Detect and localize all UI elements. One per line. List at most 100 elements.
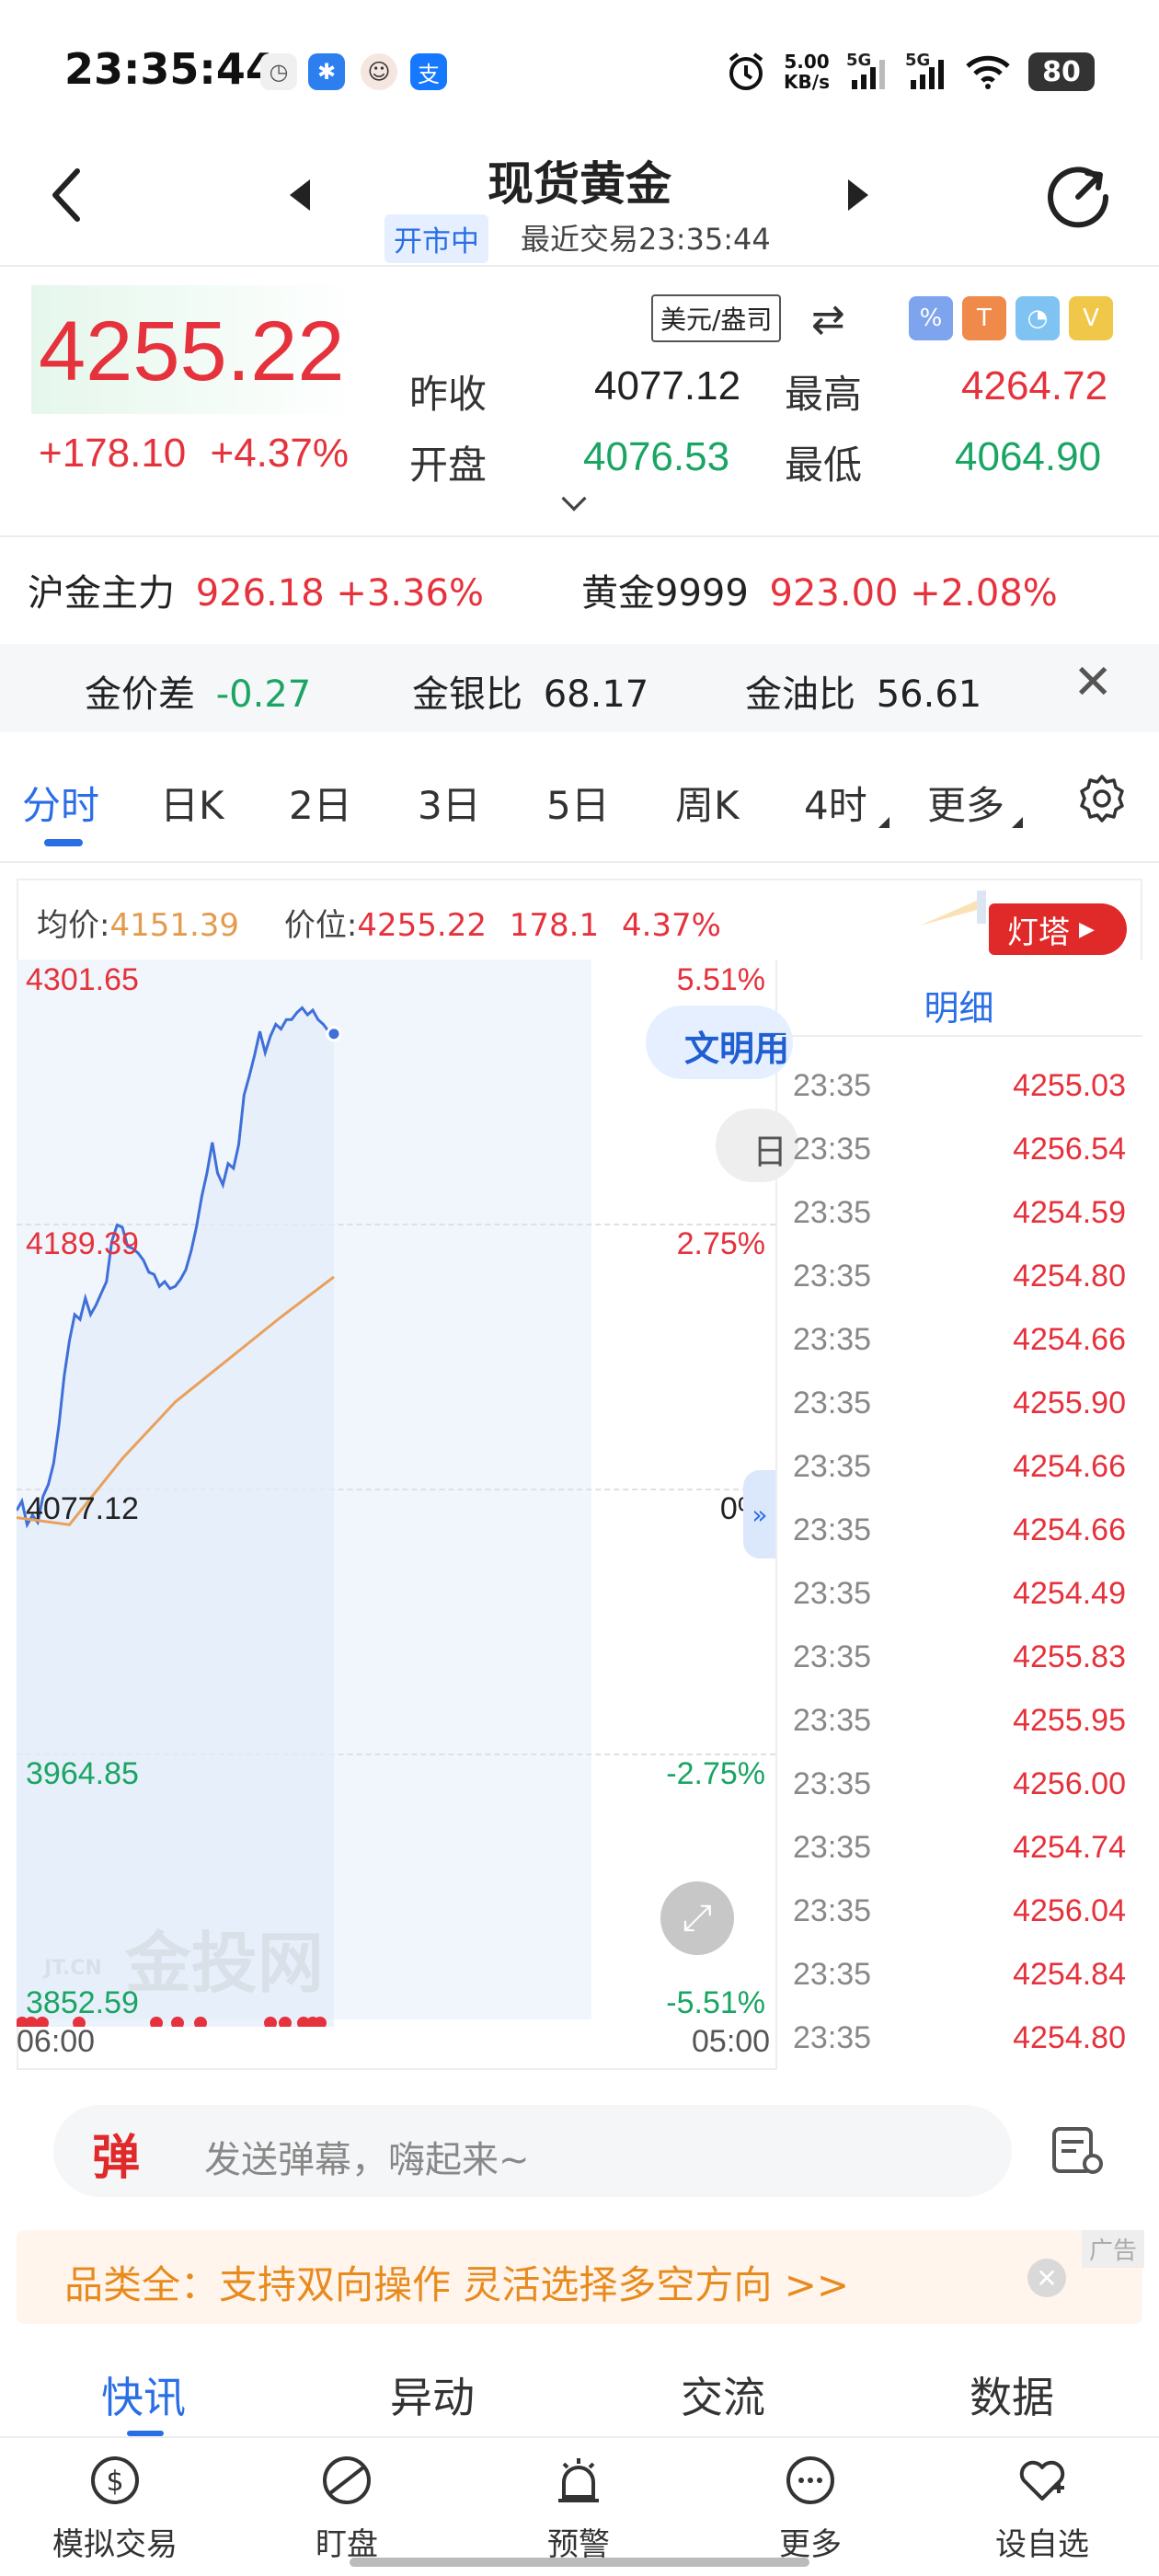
tab-daily-k[interactable]: 日K	[160, 783, 224, 828]
lighthouse-button[interactable]: 灯塔 ▶	[989, 903, 1127, 955]
ratio-label: 金油比	[745, 673, 855, 716]
y-tick-right: -2.75%	[666, 1756, 765, 1791]
event-marker[interactable]	[36, 2017, 49, 2027]
promo-bubble[interactable]: 文明用	[646, 1006, 793, 1079]
clock-app-icon: ◷	[260, 53, 297, 90]
x-tick-end: 05:00	[692, 2024, 771, 2059]
tick-row: 23:35 4256.54	[793, 1118, 1126, 1181]
expand-chevron-icon[interactable]	[561, 486, 587, 512]
y-tick-left: 4301.65	[26, 962, 139, 997]
y-tick-left: 4077.12	[26, 1491, 139, 1526]
tick-price: 4254.74	[1013, 1830, 1126, 1865]
back-icon[interactable]	[44, 166, 90, 224]
gear-icon[interactable]	[1074, 771, 1130, 826]
gridline	[17, 1489, 775, 1490]
tick-row: 23:35 4255.03	[793, 1054, 1126, 1118]
tick-time: 23:35	[793, 1512, 872, 1547]
tick-price: 4254.84	[1013, 1957, 1126, 1992]
swap-icon[interactable]: ⇄	[811, 296, 845, 343]
event-marker[interactable]	[171, 2017, 184, 2027]
intraday-chart[interactable]	[17, 960, 605, 2027]
tab-more[interactable]: 更多	[927, 783, 1005, 828]
ad-text[interactable]: 品类全：支持双向操作 灵活选择多空方向 >>	[64, 2262, 850, 2307]
event-marker[interactable]	[73, 2017, 86, 2027]
tab-data[interactable]: 数据	[970, 2373, 1054, 2422]
ratio-gold-oil: 金油比 56.61	[745, 664, 981, 718]
next-instrument-button[interactable]	[848, 179, 868, 211]
tab-intraday[interactable]: 分时	[22, 783, 100, 828]
tool-icon[interactable]: T	[962, 296, 1006, 340]
tick-time: 23:35	[793, 1576, 872, 1611]
related-quote-gold9999[interactable]: 黄金9999 923.00 +2.08%	[581, 563, 1058, 616]
y-tick-left: 3964.85	[26, 1756, 139, 1791]
event-marker[interactable]	[150, 2017, 163, 2027]
tick-row: 23:35 4256.04	[793, 1880, 1126, 1943]
danmaku-input-bar[interactable]	[53, 2105, 1012, 2197]
home-indicator[interactable]	[350, 2558, 809, 2567]
nav-add-favorite[interactable]: 设自选	[950, 2447, 1134, 2567]
tab-5day[interactable]: 5日	[546, 783, 610, 828]
event-marker[interactable]	[25, 2017, 38, 2027]
calculator-tool-icon[interactable]: %	[909, 296, 953, 340]
ratio-value: 68.17	[543, 673, 649, 716]
tab-weekly-k[interactable]: 周K	[675, 783, 740, 828]
tab-2day[interactable]: 2日	[289, 783, 352, 828]
tick-time: 23:35	[793, 1259, 872, 1294]
price-highlight	[31, 285, 358, 414]
lighthouse-label: 灯塔	[1007, 914, 1070, 951]
ratio-bar	[0, 644, 1159, 732]
nav-label: 模拟交易	[52, 2526, 178, 2563]
tab-anomaly[interactable]: 异动	[390, 2373, 475, 2422]
tick-time: 23:35	[793, 1703, 872, 1738]
event-marker[interactable]	[264, 2017, 277, 2027]
tick-row: 23:35 4254.66	[793, 1435, 1126, 1499]
fullscreen-icon[interactable]: ⤢	[660, 1881, 734, 1955]
unit-selector[interactable]: 美元/盎司	[651, 294, 782, 342]
simulated-trade-icon: $	[91, 2456, 139, 2504]
event-marker[interactable]	[279, 2017, 292, 2027]
danmaku-input[interactable]: 发送弹幕，嗨起来~	[204, 2139, 530, 2181]
ratio-label: 金银比	[412, 673, 522, 716]
close-icon[interactable]: ✕	[1027, 2259, 1066, 2297]
open-value: 4076.53	[583, 434, 730, 479]
tick-time: 23:35	[793, 1830, 872, 1865]
gridline	[17, 1754, 775, 1755]
related-quote-shfe-gold[interactable]: 沪金主力 926.18 +3.36%	[28, 563, 484, 616]
collapse-panel-icon[interactable]: »	[743, 1470, 776, 1558]
danmaku-settings-icon[interactable]	[1049, 2123, 1107, 2179]
prev-instrument-button[interactable]	[290, 179, 310, 211]
tab-discussion[interactable]: 交流	[681, 2373, 765, 2422]
refresh-icon[interactable]	[1041, 158, 1115, 232]
tick-price: 4255.03	[1013, 1068, 1126, 1103]
status-time: 23:35:44	[64, 44, 275, 94]
tick-time: 23:35	[793, 1068, 872, 1103]
pie-chart-icon[interactable]: ◔	[1016, 296, 1060, 340]
tab-4hour[interactable]: 4时	[804, 783, 867, 828]
avatar-app-icon: ☺	[361, 53, 397, 90]
vip-icon[interactable]: V	[1069, 296, 1113, 340]
watermark-text: 金投网	[124, 1925, 324, 2002]
nav-alert[interactable]: 预警	[487, 2447, 671, 2567]
signal-icon-1: 5G	[846, 51, 889, 91]
y-tick-right: 2.75%	[676, 1226, 765, 1261]
tick-time: 23:35	[793, 1322, 872, 1357]
close-icon[interactable]: ✕	[1073, 655, 1113, 710]
tick-row: 23:35 4255.90	[793, 1372, 1126, 1435]
promo-bubble[interactable]: 日	[716, 1109, 798, 1182]
signal-icon-2: 5G	[905, 51, 947, 91]
ad-banner[interactable]	[17, 2230, 1142, 2324]
tab-3day[interactable]: 3日	[418, 783, 481, 828]
net-speed-value: 5.00	[784, 51, 830, 73]
nav-more[interactable]: 更多	[718, 2447, 902, 2567]
nav-watch[interactable]: 盯盘	[255, 2447, 439, 2567]
y-tick-right: -5.51%	[666, 1985, 765, 2020]
tick-detail-title[interactable]: 明细	[924, 988, 994, 1029]
nav-simulated-trade[interactable]: $ 模拟交易	[23, 2447, 207, 2567]
event-marker[interactable]	[194, 2017, 207, 2027]
gridline	[17, 1224, 775, 1225]
tab-active-indicator	[44, 839, 83, 846]
tick-time: 23:35	[793, 1893, 872, 1928]
net-speed: 5.00 KB/s	[784, 52, 830, 92]
tab-flash-news[interactable]: 快讯	[101, 2373, 186, 2422]
event-marker[interactable]	[314, 2017, 327, 2027]
